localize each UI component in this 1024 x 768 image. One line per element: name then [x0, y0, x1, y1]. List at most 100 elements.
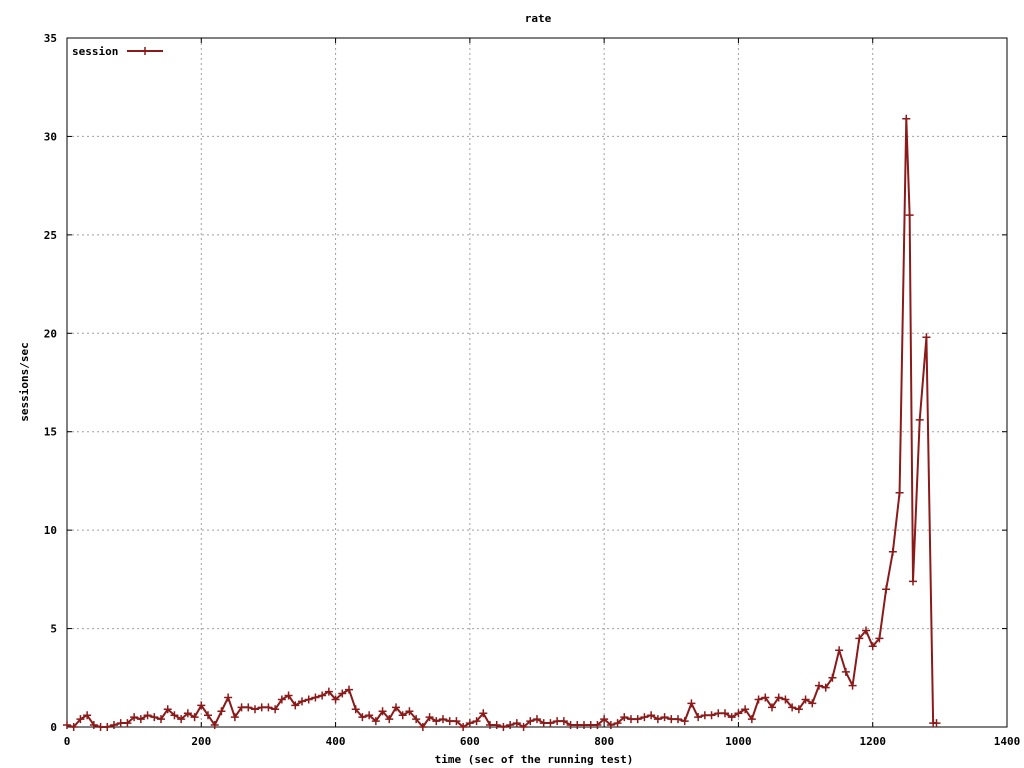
data-point: [143, 711, 152, 720]
data-point: [627, 715, 635, 724]
data-point: [244, 703, 253, 712]
data-point: [721, 709, 729, 718]
legend-label-session: session: [72, 45, 118, 58]
y-tick-label: 35: [44, 32, 57, 45]
data-point: [774, 693, 783, 702]
data-point: [801, 695, 810, 704]
data-point: [210, 721, 219, 730]
data-point: [83, 711, 92, 720]
data-point: [459, 723, 468, 731]
legend: session: [72, 45, 163, 58]
data-point: [365, 711, 374, 720]
data-point: [606, 721, 615, 730]
data-point: [741, 705, 750, 714]
data-point: [69, 723, 78, 731]
data-point: [150, 713, 159, 722]
data-point: [163, 705, 172, 714]
data-point: [687, 699, 696, 708]
grid: [67, 38, 1007, 727]
data-point: [828, 673, 837, 682]
data-point: [519, 723, 528, 731]
data-point: [136, 715, 145, 724]
data-point: [600, 715, 609, 724]
data-point: [486, 721, 494, 730]
x-tick-label: 600: [460, 735, 480, 748]
data-point: [620, 713, 629, 722]
x-tick-label: 200: [191, 735, 211, 748]
data-point: [553, 717, 562, 726]
data-point: [217, 707, 226, 716]
chart-title: rate: [525, 12, 552, 25]
data-point: [647, 711, 656, 720]
data-point: [539, 719, 548, 728]
data-point: [835, 646, 844, 655]
data-point: [788, 703, 797, 712]
data-point: [593, 721, 602, 730]
data-point: [298, 697, 306, 706]
data-point: [318, 691, 327, 700]
data-point: [177, 715, 186, 724]
data-point: [868, 642, 877, 651]
data-point: [700, 711, 709, 720]
data-point: [821, 683, 830, 692]
data-point: [237, 703, 246, 712]
data-point: [895, 488, 904, 497]
data-point: [445, 717, 454, 726]
data-point: [905, 211, 914, 220]
data-point: [351, 705, 360, 714]
data-point: [345, 685, 353, 694]
tick-marks: [66, 37, 1008, 728]
data-point: [794, 705, 803, 714]
data-point: [848, 681, 857, 690]
data-point: [291, 701, 300, 710]
data-point: [311, 693, 320, 702]
y-tick-label: 25: [44, 229, 57, 242]
data-point: [932, 719, 941, 728]
data-point: [888, 547, 897, 556]
data-point: [465, 719, 474, 728]
data-point: [707, 711, 716, 720]
data-point: [277, 695, 286, 704]
data-point: [613, 719, 622, 728]
data-point: [425, 713, 434, 722]
data-point: [559, 717, 568, 726]
x-tick-labels: 0 200 400 600 800 1000 1200 1400: [64, 735, 1021, 748]
data-point: [922, 333, 931, 342]
data-point: [284, 691, 293, 700]
data-point: [841, 667, 850, 676]
data-point: [230, 713, 239, 722]
data-point: [197, 701, 206, 710]
data-point: [727, 713, 736, 722]
data-point: [882, 585, 891, 594]
data-point: [781, 695, 790, 704]
data-point: [747, 715, 756, 724]
data-point: [452, 717, 461, 726]
data-point: [533, 715, 541, 724]
y-tick-labels: 0 5 10 15 20 25 30 35: [44, 32, 57, 734]
data-point: [506, 721, 515, 730]
y-tick-label: 0: [50, 721, 57, 734]
data-point: [526, 717, 535, 726]
data-point: [157, 715, 165, 724]
x-tick-label: 1400: [994, 735, 1021, 748]
y-tick-label: 10: [44, 524, 57, 537]
plot-frame: [66, 37, 1008, 728]
data-point: [492, 721, 501, 730]
data-point: [667, 715, 676, 724]
data-point: [815, 681, 823, 690]
x-axis-label: time (sec of the running test): [435, 753, 634, 766]
data-point: [694, 713, 703, 722]
data-point: [640, 713, 649, 722]
y-tick-label: 15: [44, 426, 57, 439]
series-layer: [63, 114, 941, 731]
data-point: [808, 699, 817, 708]
data-point: [170, 711, 179, 720]
data-point: [472, 717, 481, 726]
data-point: [257, 703, 266, 712]
y-tick-label: 30: [44, 130, 57, 143]
data-point: [251, 705, 259, 714]
data-point: [418, 723, 427, 731]
legend-marker-plus: [141, 47, 149, 55]
data-point: [110, 721, 118, 730]
